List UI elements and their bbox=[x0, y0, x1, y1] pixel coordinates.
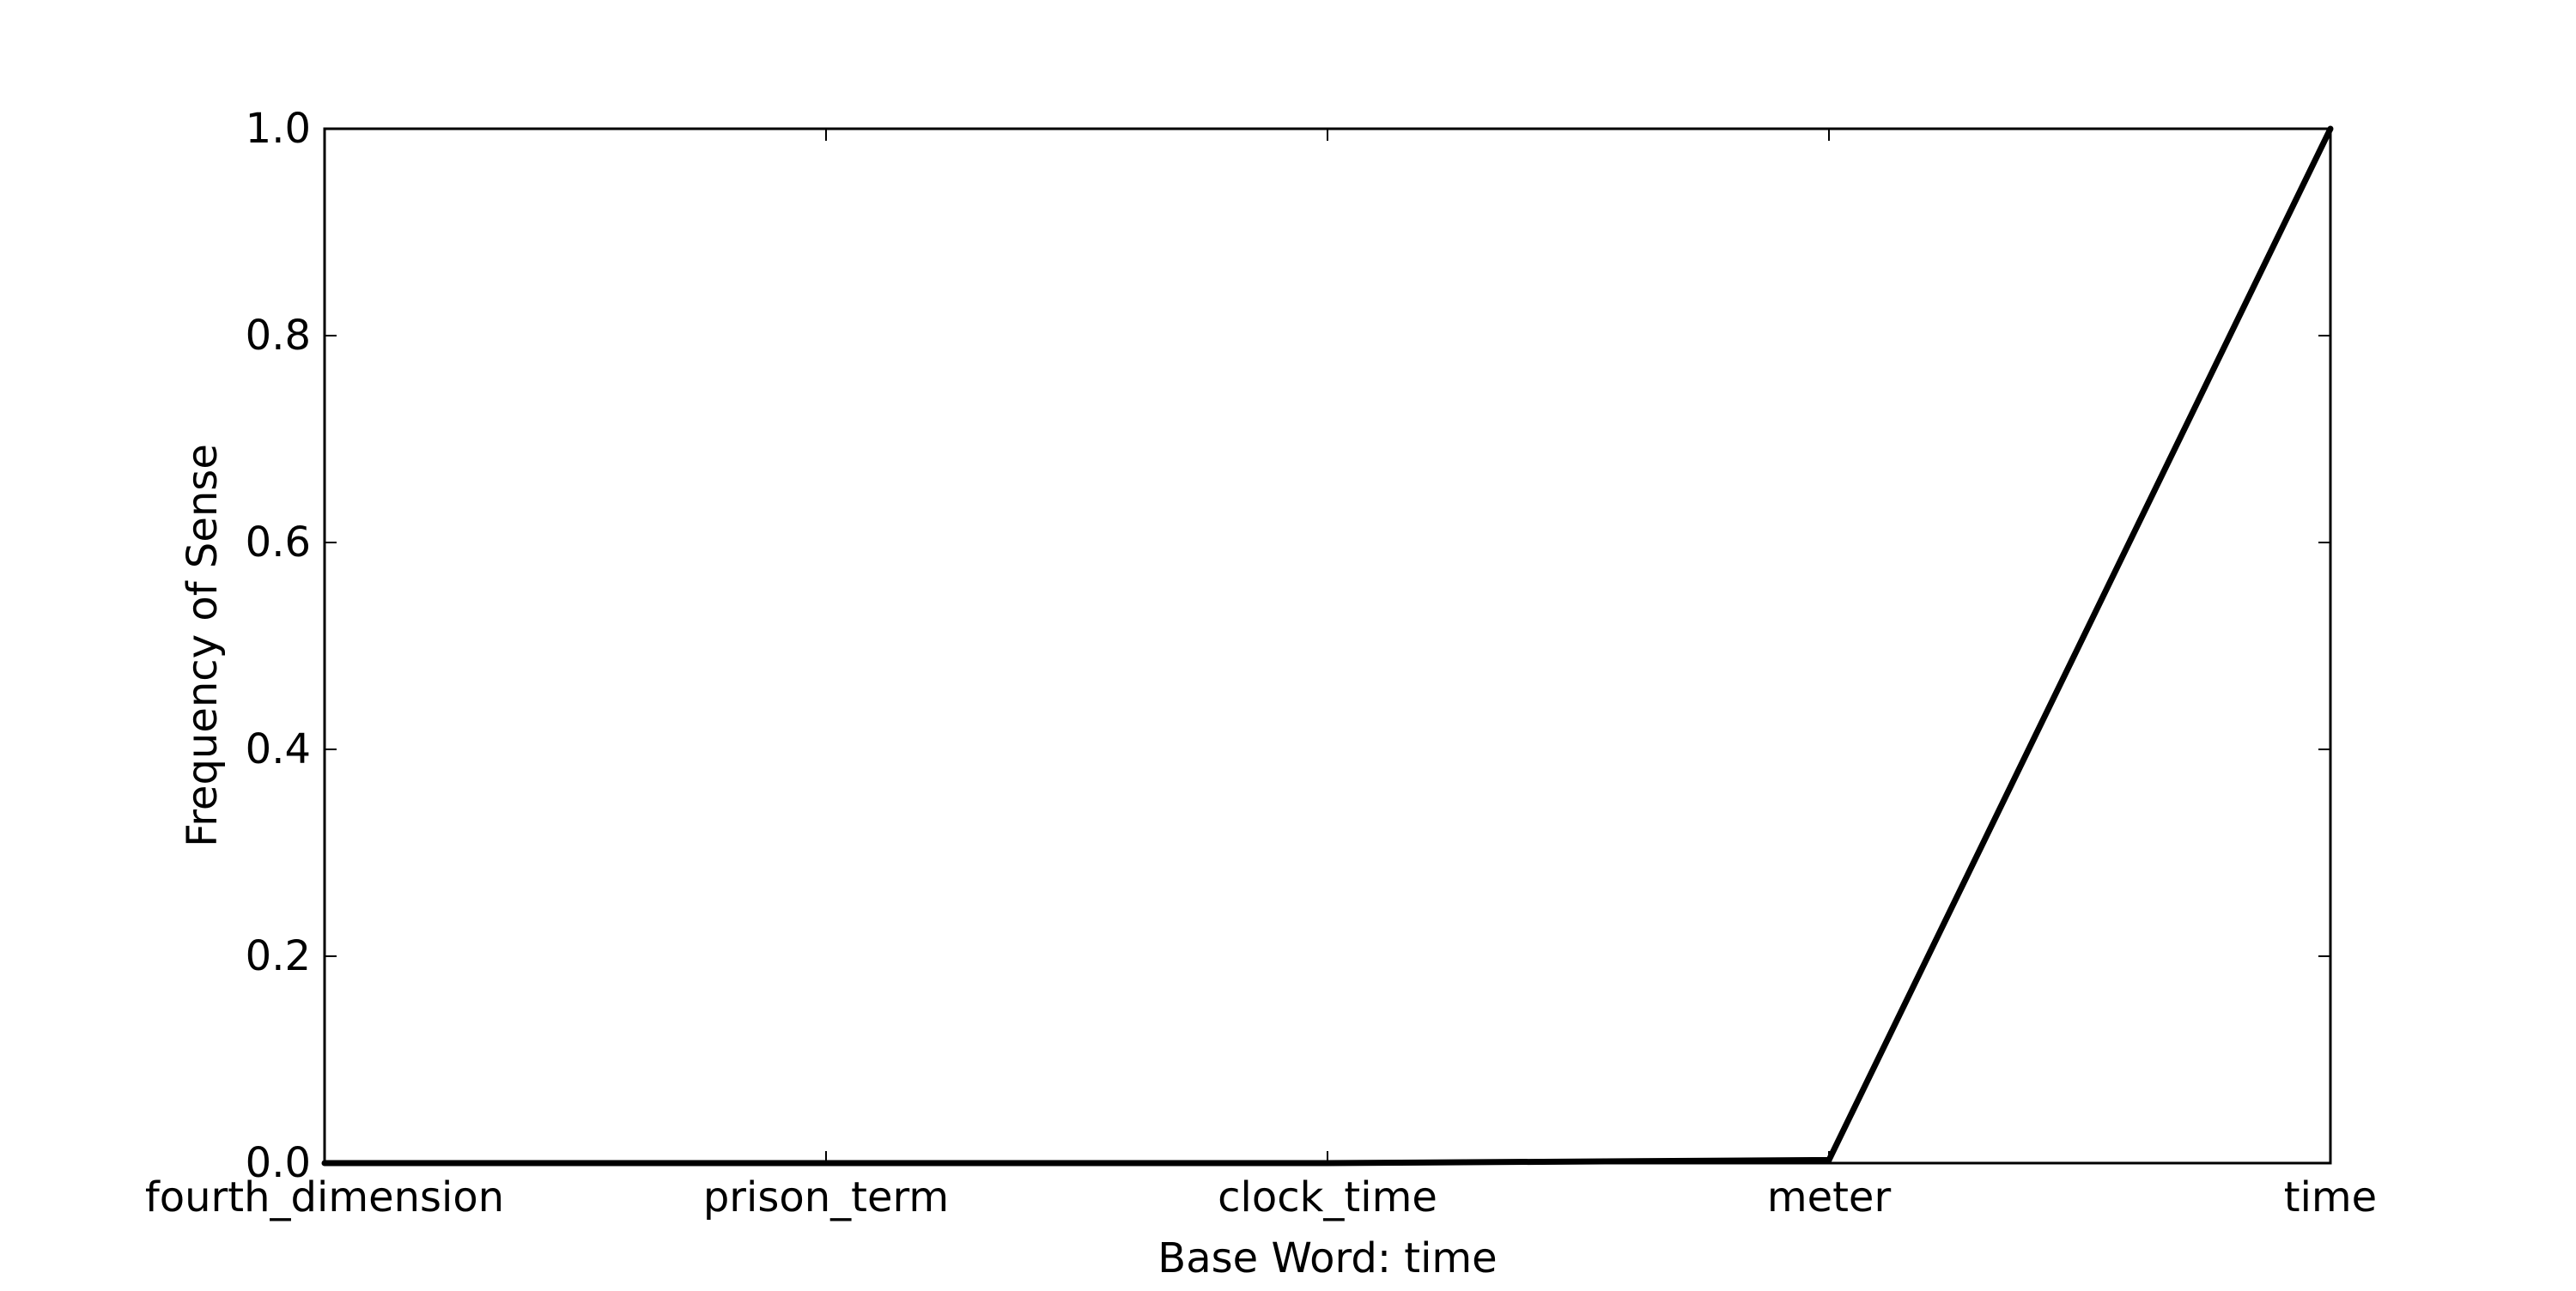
data-point bbox=[1826, 1156, 1832, 1163]
y-tick-label: 0.0 bbox=[246, 1139, 311, 1187]
y-tick-label: 0.8 bbox=[246, 312, 311, 360]
y-tick-label: 0.2 bbox=[246, 932, 311, 980]
y-tick-label: 0.4 bbox=[246, 725, 311, 773]
y-tick-label: 1.0 bbox=[246, 105, 311, 153]
plot-area-frame bbox=[323, 127, 2332, 1165]
x-tick-label: prison_term bbox=[703, 1173, 949, 1221]
x-tick-label: meter bbox=[1767, 1173, 1892, 1221]
x-axis-label: Base Word: time bbox=[1157, 1234, 1497, 1282]
x-tick-label: time bbox=[2284, 1173, 2377, 1221]
y-tick-label: 0.6 bbox=[246, 518, 311, 567]
labels-layer: Base Word: time Frequency of Sense 0.0 0.… bbox=[145, 105, 2377, 1282]
y-axis-label: Frequency of Sense bbox=[179, 444, 227, 847]
x-tick-label: fourth_dimension bbox=[145, 1173, 504, 1221]
x-tick-label: clock_time bbox=[1218, 1173, 1437, 1221]
